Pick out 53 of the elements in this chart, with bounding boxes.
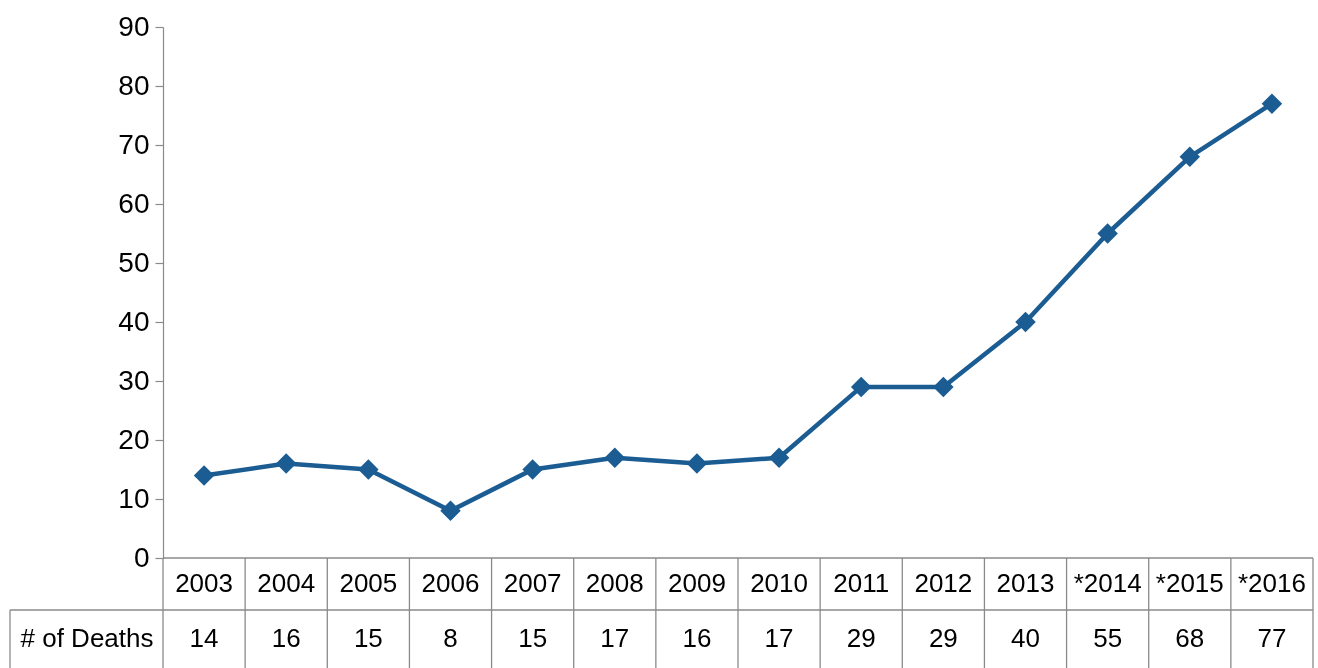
y-tick-label: 10	[118, 482, 150, 514]
y-tick-label: 60	[118, 187, 150, 219]
data-label: 68	[1175, 623, 1205, 653]
y-tick-label: 40	[118, 305, 150, 337]
point	[1097, 223, 1118, 244]
x-tick-label: 2003	[175, 568, 233, 598]
data-label: 29	[928, 623, 958, 653]
data-label: 29	[846, 623, 876, 653]
point	[850, 376, 872, 398]
x-tick-label: 2004	[257, 568, 316, 598]
x-tick-label: 2012	[914, 568, 973, 598]
y-tick-label: 90	[118, 10, 150, 42]
point	[933, 376, 954, 398]
data-label: 16	[271, 623, 301, 653]
y-tick-label: 50	[118, 246, 150, 278]
point	[193, 465, 215, 486]
point	[1179, 146, 1201, 168]
point	[275, 453, 297, 474]
x-tick-label: 2006	[421, 568, 480, 598]
y-tick-label: 20	[118, 423, 150, 455]
data-label: 15	[353, 623, 383, 653]
point	[358, 459, 379, 480]
data-label: 14	[189, 623, 219, 653]
x-tick-label: 2009	[668, 568, 726, 598]
y-tick-label: 80	[118, 69, 150, 101]
x-tick-label: 2011	[833, 568, 890, 598]
x-tick-label: 2005	[339, 568, 398, 598]
data-label: 17	[764, 623, 794, 653]
x-tick-label: *2014	[1073, 568, 1142, 598]
x-tick-label: 2010	[750, 568, 808, 598]
data-label: 8	[443, 623, 458, 653]
point	[604, 447, 626, 468]
point	[522, 459, 543, 480]
point	[440, 500, 461, 522]
point	[1015, 311, 1036, 333]
data-label: 15	[518, 623, 548, 653]
data-label: 17	[600, 623, 630, 653]
x-tick-label: *2015	[1155, 568, 1224, 598]
point	[686, 453, 708, 474]
x-tick-label: 2013	[996, 568, 1055, 598]
data-label: 16	[682, 623, 712, 653]
y-tick-label: 70	[118, 128, 150, 160]
x-tick-label: *2016	[1237, 568, 1306, 598]
data-label: 77	[1257, 623, 1287, 653]
y-tick-label: 30	[118, 364, 150, 396]
x-tick-label: 2007	[503, 568, 562, 598]
data-label: 40	[1011, 623, 1040, 653]
x-tick-label: 2008	[585, 568, 644, 598]
point	[1261, 93, 1283, 114]
point	[768, 447, 790, 468]
text: # of Deaths	[20, 623, 154, 653]
y-tick-label: 0	[133, 541, 150, 573]
data-label: 55	[1093, 623, 1123, 653]
